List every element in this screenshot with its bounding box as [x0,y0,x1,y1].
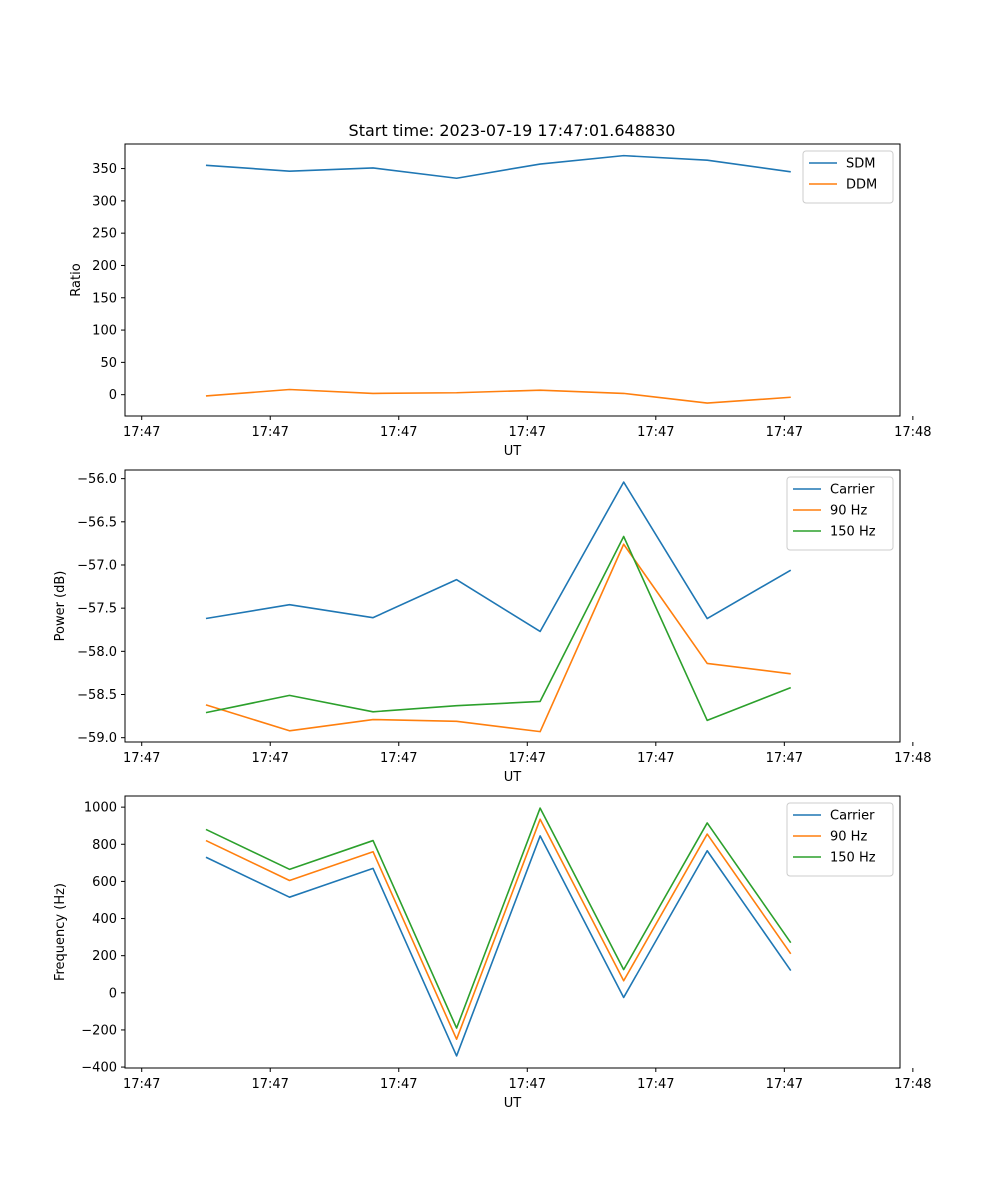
series-line-carrier [205,835,792,1057]
y-tick-label: 200 [92,259,117,274]
y-tick-label: −56.5 [77,515,117,530]
series-line-90-hz [205,543,791,733]
axes-frame [124,469,901,743]
chart-panel-3: −400 −200 0 200 400 600 800 1000 17:47 17:47 17:47… [53,795,932,1111]
x-tick-label: 17:47 [380,1077,417,1092]
y-tick-label: 350 [92,162,117,177]
y-tick-label: 50 [100,356,117,371]
y-tick-label: 100 [92,324,117,339]
series-line-carrier [205,481,792,633]
series-line-90-hz [205,818,792,1041]
y-tick-label: −200 [81,1023,117,1038]
x-tick-label: 17:47 [123,425,160,440]
legend-label: DDM [846,178,877,193]
x-tick-label: 17:47 [766,425,803,440]
x-tick-label: 17:47 [251,1077,288,1092]
x-axis-label: UT [504,1096,522,1111]
legend-label: Carrier [830,809,875,824]
legend-label: 90 Hz [830,504,867,519]
series-line-150-hz [205,807,792,1029]
panels: 0 50 100 150 200 250 300 350 17:47 17:47 17:47 17:4… [53,143,932,1111]
legend-label: Carrier [830,483,875,498]
legend: SDM DDM [802,150,894,204]
x-tick-label: 17:47 [380,425,417,440]
legend-box [802,150,894,204]
y-tick-label: 800 [92,838,117,853]
x-axis-label: UT [504,770,522,785]
y-tick-label: 0 [109,986,117,1001]
y-tick-label: 250 [92,227,117,242]
y-tick-label: 0 [109,388,117,403]
chart-panel-2: −59.0 −58.5 −58.0 −57.5 −57.0 −56.5 −56.0 17:47… [53,469,932,785]
x-tick-label: 17:47 [123,1077,160,1092]
y-tick-label: −58.5 [77,688,117,703]
y-tick-label: −59.0 [77,731,117,746]
y-tick-label: −57.0 [77,558,117,573]
legend-label: 90 Hz [830,830,867,845]
series-line-150-hz [205,535,792,722]
axes-frame [124,795,901,1069]
x-tick-label: 17:47 [251,425,288,440]
y-tick-label: 200 [92,949,117,964]
y-tick-label: 400 [92,912,117,927]
y-axis-label: Ratio [69,263,84,296]
y-tick-label: −400 [81,1061,117,1076]
x-tick-label: 17:47 [251,751,288,766]
y-axis-label: Frequency (Hz) [53,883,68,981]
x-tick-label: 17:47 [637,751,674,766]
axes-frame [124,143,901,417]
series-line-ddm [205,388,791,404]
x-tick-label: 17:47 [637,1077,674,1092]
x-tick-label: 17:48 [894,751,931,766]
y-tick-label: 150 [92,291,117,306]
x-tick-label: 17:47 [509,751,546,766]
x-tick-label: 17:48 [894,425,931,440]
legend-label: SDM [846,157,875,172]
x-tick-label: 17:47 [123,751,160,766]
figure-title: Start time: 2023-07-19 17:47:01.648830 [349,121,676,140]
y-axis-label: Power (dB) [53,571,68,642]
legend: Carrier 90 Hz 150 Hz [786,802,894,877]
chart-panel-1: 0 50 100 150 200 250 300 350 17:47 17:47 17:47 17:4… [69,143,932,459]
series-line-sdm [205,154,791,180]
y-tick-label: −57.5 [77,602,117,617]
y-tick-label: 600 [92,875,117,890]
x-tick-label: 17:47 [766,751,803,766]
x-tick-label: 17:48 [894,1077,931,1092]
x-tick-label: 17:47 [380,751,417,766]
y-tick-label: 300 [92,194,117,209]
x-tick-label: 17:47 [766,1077,803,1092]
legend: Carrier 90 Hz 150 Hz [786,476,894,551]
x-tick-label: 17:47 [637,425,674,440]
legend-label: 150 Hz [830,525,876,540]
y-tick-label: 1000 [84,801,117,816]
x-axis-label: UT [504,444,522,459]
y-tick-label: −58.0 [77,645,117,660]
legend-label: 150 Hz [830,851,876,866]
x-tick-label: 17:47 [509,425,546,440]
y-tick-label: −56.0 [77,472,117,487]
x-tick-label: 17:47 [509,1077,546,1092]
